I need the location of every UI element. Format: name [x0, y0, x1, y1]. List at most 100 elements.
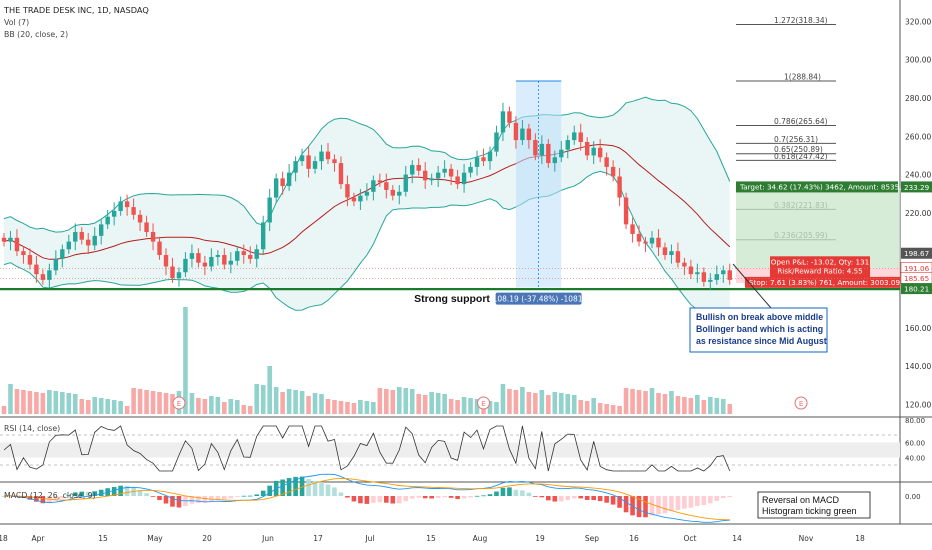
candle-body [539, 143, 545, 156]
time-tick-label: 18 [0, 534, 8, 543]
candle-body [111, 210, 117, 217]
volume-bar [727, 404, 733, 414]
candle-body [124, 201, 130, 208]
candle-body [8, 237, 13, 242]
bollinger-lower [3, 170, 730, 319]
volume-bar [144, 390, 149, 414]
macd-histogram-bar [234, 496, 240, 497]
candle-body [649, 237, 655, 244]
price-badge-label: 185.65 [904, 274, 929, 283]
candle-body [578, 132, 583, 142]
price-tick-label: 260.00 [905, 132, 931, 141]
volume-bar [578, 400, 584, 414]
volume-bar [565, 394, 571, 414]
volume-bar [720, 399, 726, 414]
candle-body [319, 151, 324, 162]
volume-bar [533, 393, 538, 414]
volume-bar [584, 401, 590, 414]
macd-histogram-bar [520, 490, 525, 496]
candle-body [429, 178, 434, 181]
volume-bar [461, 397, 467, 414]
candle-body [500, 111, 506, 133]
candle-body [345, 184, 350, 198]
earnings-marker-label: E [799, 400, 803, 408]
volume-bar [617, 406, 622, 414]
candle-body [507, 111, 512, 123]
candle-body [714, 274, 719, 280]
candle-body [14, 237, 20, 252]
macd-histogram-bar [150, 496, 156, 497]
candle-body [721, 270, 726, 275]
volume-bar [695, 395, 700, 414]
candle-body [675, 251, 681, 263]
volume-bar [643, 391, 648, 414]
macd-histogram-bar [254, 494, 260, 496]
candle-body [565, 140, 570, 150]
macd-histogram-bar [53, 496, 59, 501]
macd-histogram-bar [27, 496, 33, 500]
candle-body [170, 266, 175, 278]
volume-bar [396, 387, 402, 414]
candle-body [1, 237, 7, 242]
candle-body [461, 172, 467, 185]
macd-histogram-bar [222, 496, 227, 500]
volume-bar [319, 394, 324, 414]
macd-histogram-bar [513, 489, 519, 496]
volume-bar [500, 384, 506, 414]
volume-bar [60, 392, 65, 414]
macd-line [3, 473, 730, 523]
fib-level-label: 1(288.84) [784, 73, 821, 82]
macd-histogram-bar [526, 492, 532, 496]
candle-body [552, 157, 557, 164]
volume-bar [513, 390, 519, 414]
macd-histogram-bar [189, 496, 195, 504]
volume-bar [27, 391, 33, 414]
macd-histogram-bar [546, 496, 551, 501]
candle-body [669, 251, 674, 256]
macd-histogram-bar [384, 496, 389, 503]
macd-histogram-bar [565, 496, 571, 501]
candle-body [377, 180, 383, 183]
candle-body [105, 216, 110, 225]
candle-body [189, 253, 195, 259]
candle-body [708, 279, 713, 282]
candle-body [280, 178, 285, 187]
macd-histogram-bar [403, 496, 409, 502]
candle-body [325, 151, 331, 160]
volume-bar [21, 390, 26, 414]
volume-bar [299, 391, 305, 414]
volume-bar [98, 398, 104, 414]
time-tick-label: 17 [313, 534, 323, 543]
candle-body [73, 232, 78, 242]
time-tick-label: Aug [473, 534, 488, 543]
rsi-tick-label: 80.00 [905, 417, 925, 425]
macd-histogram-bar [494, 491, 499, 496]
volume-bar [435, 393, 441, 414]
candle-body [215, 255, 221, 257]
volume-bar [222, 402, 227, 414]
macd-histogram-bar [533, 496, 538, 497]
symbol-title: THE TRADE DESK INC, 1D, NASDAQ [3, 5, 149, 15]
fib-level-label: 0.618(247.42) [774, 152, 828, 161]
rsi-band [0, 442, 900, 458]
volume-bar [79, 399, 85, 414]
volume-bar [448, 399, 454, 414]
volume-bar [714, 398, 720, 414]
macd-histogram-bar [98, 489, 104, 496]
volume-bar [358, 400, 363, 414]
volume-bar [34, 392, 39, 414]
macd-histogram-bar [507, 487, 512, 496]
macd-histogram-bar [636, 496, 642, 518]
candle-body [572, 132, 577, 141]
pnl-label: Open P&L: -13.02, Qty: 131 [771, 257, 870, 266]
time-tick-label: 16 [629, 534, 639, 543]
macd-histogram-bar [604, 496, 609, 503]
volume-bar [591, 398, 596, 414]
volume-bar [558, 393, 564, 414]
candle-body [371, 180, 376, 192]
macd-histogram-bar [118, 485, 123, 496]
macd-histogram-bar [727, 496, 733, 498]
volume-bar [14, 389, 20, 414]
time-tick-label: Sep [585, 534, 599, 543]
